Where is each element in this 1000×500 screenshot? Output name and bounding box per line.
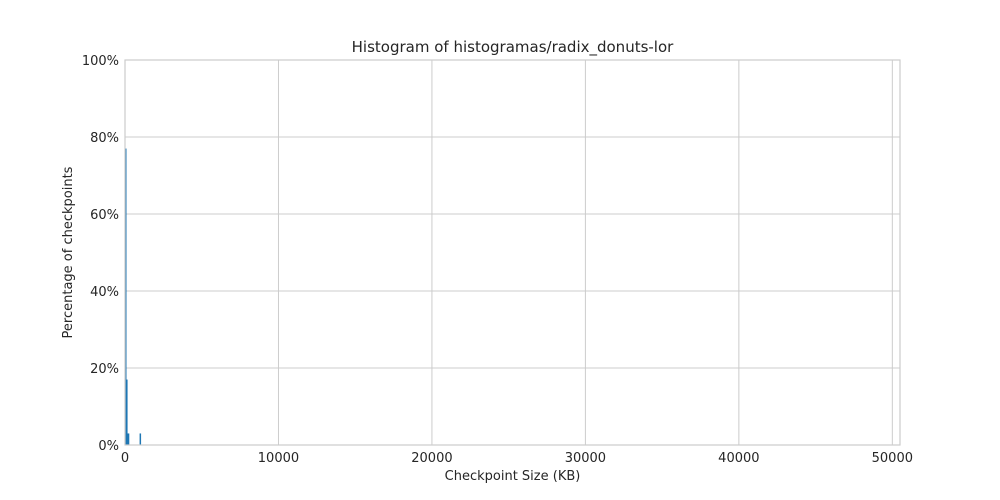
x-tick-labels: 0 10000 20000 30000 40000 50000 — [121, 451, 913, 466]
y-axis-label: Percentage of checkpoints — [61, 166, 76, 338]
x-tick-label: 20000 — [411, 451, 452, 466]
x-axis-label: Checkpoint Size (KB) — [445, 469, 581, 484]
y-tick-label: 100% — [82, 54, 119, 69]
x-tick-label: 10000 — [258, 451, 299, 466]
y-tick-label: 60% — [90, 208, 119, 223]
y-tick-label: 40% — [90, 285, 119, 300]
chart-title: Histogram of histogramas/radix_donuts-lo… — [352, 38, 674, 57]
x-tick-label: 0 — [121, 451, 129, 466]
x-tick-label: 40000 — [718, 451, 759, 466]
histogram-bar — [125, 148, 127, 446]
y-tick-label: 80% — [90, 131, 119, 146]
y-tick-label: 20% — [90, 362, 119, 377]
histogram-bars — [125, 148, 142, 446]
histogram-bar — [139, 433, 142, 445]
x-tick-label: 30000 — [565, 451, 606, 466]
histogram-bar — [127, 433, 130, 445]
histogram-bar — [126, 379, 128, 445]
y-tick-label: 0% — [98, 439, 119, 454]
y-tick-labels: 0% 20% 40% 60% 80% 100% — [82, 54, 119, 454]
x-tick-label: 50000 — [872, 451, 913, 466]
plot-frame — [124, 59, 901, 446]
grid-lines — [124, 59, 900, 446]
